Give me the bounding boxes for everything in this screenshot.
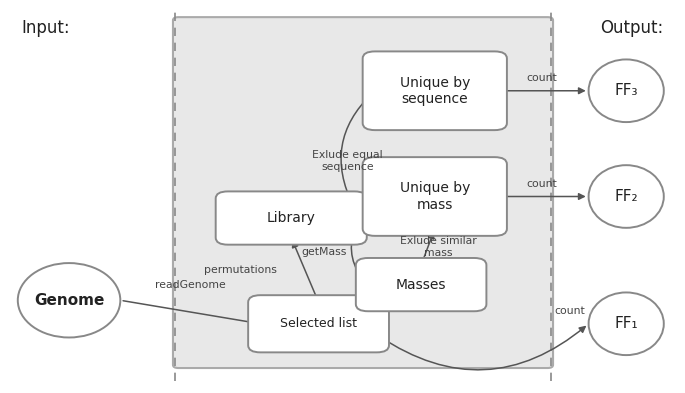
Text: Library: Library [266,211,316,225]
FancyBboxPatch shape [248,295,389,353]
FancyBboxPatch shape [173,17,553,368]
Ellipse shape [18,263,121,338]
FancyBboxPatch shape [362,157,507,236]
Text: FF₁: FF₁ [614,316,638,331]
FancyBboxPatch shape [356,258,486,311]
FancyBboxPatch shape [362,51,507,130]
Text: Unique by
mass: Unique by mass [399,182,470,211]
Text: count: count [554,306,585,316]
Text: Masses: Masses [396,277,447,292]
Ellipse shape [588,165,664,228]
Text: count: count [526,178,557,189]
Text: Output:: Output: [601,19,664,37]
Ellipse shape [588,292,664,355]
Text: count: count [526,73,557,83]
Text: FF₃: FF₃ [614,83,638,98]
Text: readGenome: readGenome [155,280,226,290]
Text: getMass: getMass [301,247,347,257]
FancyBboxPatch shape [216,191,366,245]
Text: Exlude similar
mass: Exlude similar mass [400,236,477,258]
Ellipse shape [588,59,664,122]
Text: Exlude equal
sequence: Exlude equal sequence [312,151,383,172]
Text: Input:: Input: [21,19,70,37]
Text: Unique by
sequence: Unique by sequence [399,76,470,106]
Text: FF₂: FF₂ [614,189,638,204]
Text: Selected list: Selected list [280,317,357,330]
Text: Genome: Genome [34,293,104,308]
Text: permutations: permutations [203,265,276,275]
